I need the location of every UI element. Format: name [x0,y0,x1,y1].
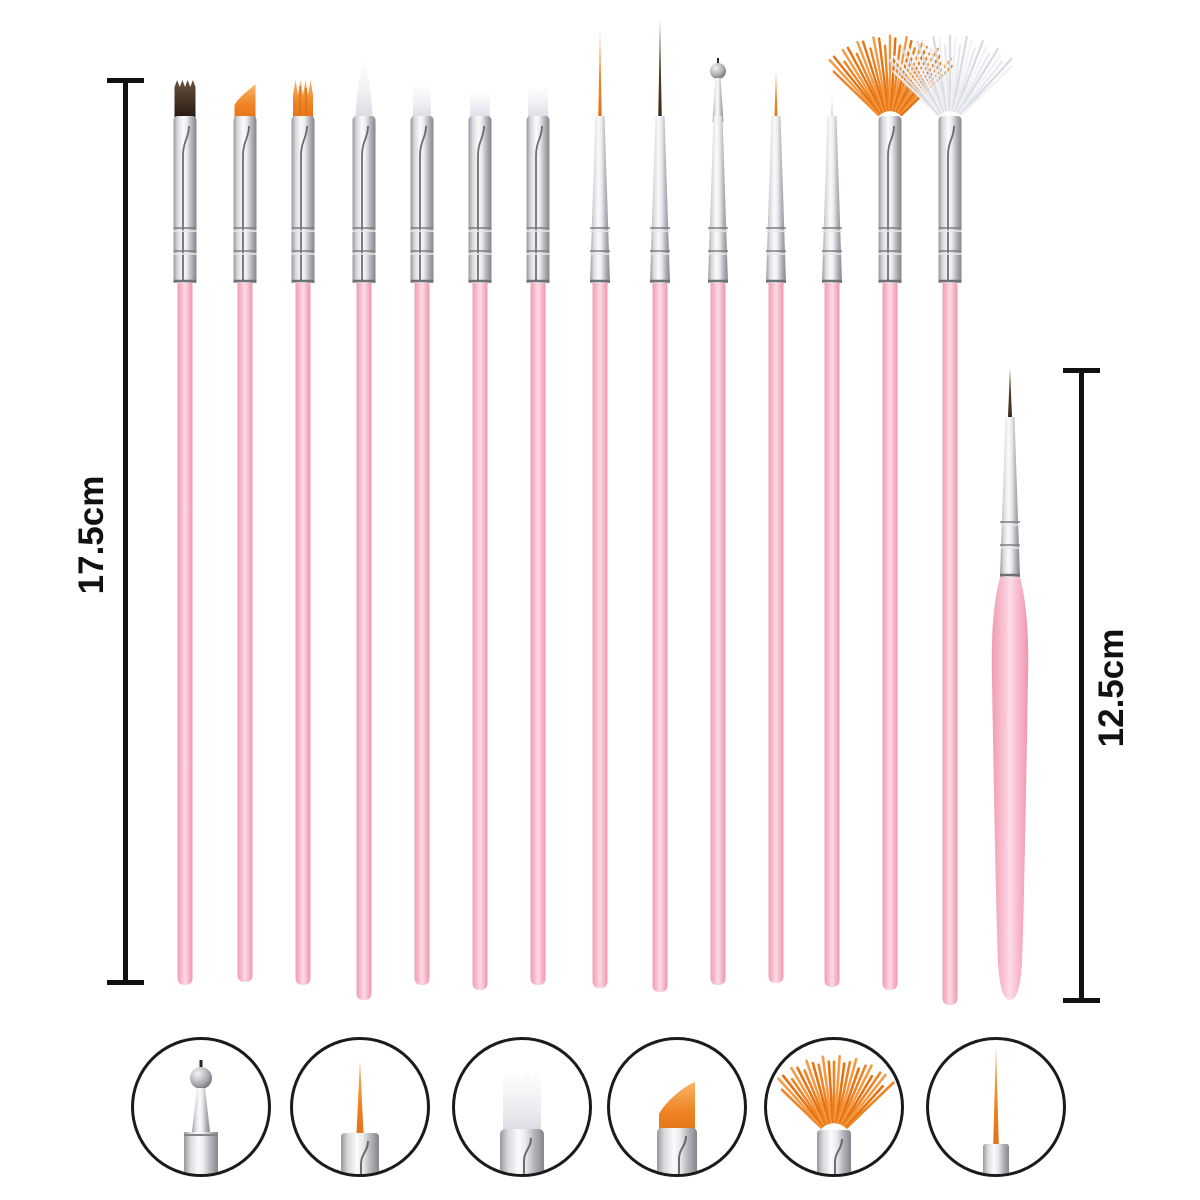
round-pointed-brush-white [352,58,376,1000]
fan-brush-white [888,34,1014,1005]
flat-brush-white-medium [468,90,492,990]
dotting-tool [708,58,728,985]
short-liner-brush-white [822,85,842,987]
ruler-left-top-cap [107,78,144,83]
short-liner-brush-orange [766,70,786,983]
ruler-left-line [123,78,128,985]
ruler-right-top-cap [1063,368,1100,373]
angled-brush-orange [233,84,257,982]
inset-liner-brush-tip [290,1037,430,1177]
short-detail-brush-brown [991,368,1029,1000]
long-liner-brush-brown [650,20,670,992]
inset-fan-brush-tip [764,1037,904,1177]
ruler-right-line [1079,368,1084,1003]
measurement-label-right: 12.5cm [1092,628,1131,748]
ruler-left-bottom-cap [107,980,144,985]
inset-angled-brush-tip [607,1037,747,1177]
flat-gel-brush-dark [173,80,197,985]
flat-brush-white-small [410,83,434,985]
fringe-flat-brush-orange [291,80,315,985]
ruler-right-bottom-cap [1063,998,1100,1003]
fan-brush-orange [828,34,954,990]
measurement-label-left: 17.5cm [72,475,111,595]
flat-brush-white-large [526,85,550,985]
inset-flat-brush-tip [452,1037,592,1177]
inset-long-liner-tip [926,1037,1066,1177]
inset-dotting-tool-tip [131,1037,271,1177]
long-liner-brush-orange [590,28,610,988]
